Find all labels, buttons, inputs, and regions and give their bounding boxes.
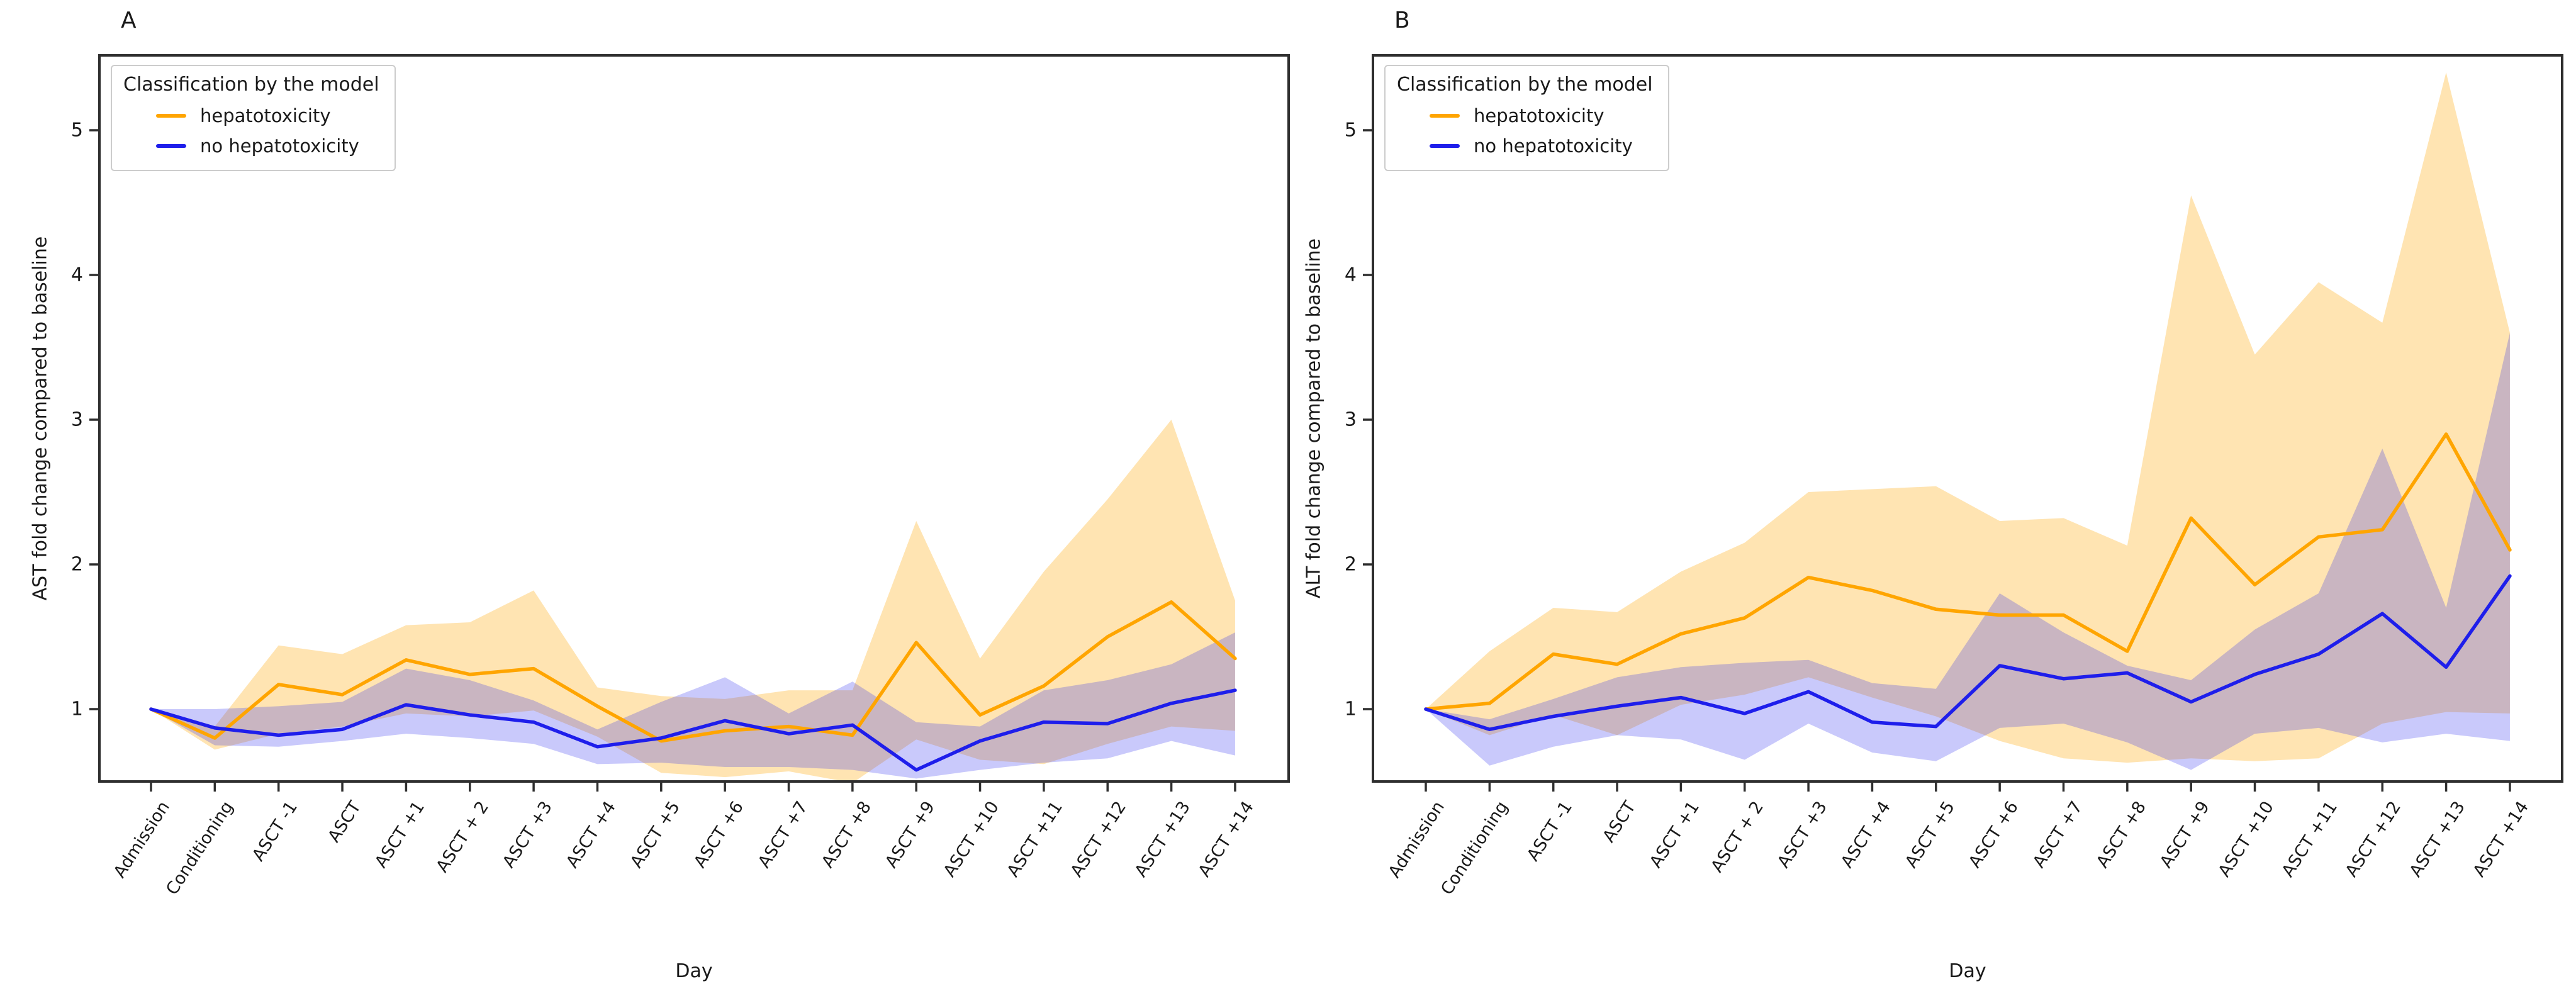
hepatotoxicity-line-swatch [156,114,186,118]
legend-item-label: hepatotoxicity [200,105,331,126]
legend-item-hepatotoxicity: hepatotoxicity [123,101,379,131]
legend-item-no-hepatotoxicity: no hepatotoxicity [1397,131,1653,161]
no-hepatotoxicity-line-swatch [156,144,186,148]
hepatotoxicity-line-swatch [1430,114,1460,118]
panel-b-series-group [1424,72,2512,770]
panel-a-hepatotoxicity-band [151,420,1235,781]
panel-b-y-tick-label: 5 [1344,119,1357,142]
panel-b-letter: B [1394,8,1410,33]
panel-b-y-tick-label: 3 [1344,408,1357,431]
legend-title: Classification by the model [1397,74,1653,96]
panel-b-no-hepatotoxicity-band [1426,333,2510,770]
legend-title: Classification by the model [123,74,379,96]
panel-a-y-tick-label: 3 [70,408,83,431]
no-hepatotoxicity-line-swatch [1430,144,1460,148]
panel-b-y-tick-label: 1 [1344,698,1357,720]
legend-item-label: no hepatotoxicity [1474,135,1633,157]
panel-a-y-tick-label: 2 [70,553,83,576]
legend-item-hepatotoxicity: hepatotoxicity [1397,101,1653,131]
panel-b-y-tick-label: 2 [1344,553,1357,576]
panel-b-y-axis-label: ALT fold change compared to baseline [1302,238,1325,599]
panel-a-x-axis-label: Day [675,960,713,982]
panel-b-no-hepatotoxicity-line [1424,574,2512,731]
panel-a-legend: Classification by the model hepatotoxici… [111,65,396,171]
panel-b-hepatotoxicity-line [1424,432,2512,711]
panel-b-axes-box [1372,54,2563,783]
panel-a-axes-box [98,54,1290,783]
panel-a-no-hepatotoxicity-line [149,688,1237,772]
panel-a-no-hepatotoxicity-band [151,632,1235,779]
panel-a-hepatotoxicity-line [149,600,1237,743]
panel-b-hepatotoxicity-band [1426,72,2510,763]
panel-a-y-tick-label: 4 [70,264,83,286]
panel-b-y-tick-label: 4 [1344,264,1357,286]
panel-a-series-group [149,420,1237,781]
panel-b-x-axis-label: Day [1949,960,1986,982]
panel-a-letter: A [121,8,137,33]
panel-a-y-tick-label: 5 [70,119,83,142]
panel-a-y-tick-label: 1 [70,698,83,720]
legend-item-label: hepatotoxicity [1474,105,1604,126]
panel-b-legend: Classification by the model hepatotoxici… [1384,65,1669,171]
legend-item-no-hepatotoxicity: no hepatotoxicity [123,131,379,161]
legend-item-label: no hepatotoxicity [200,135,359,157]
panel-a-y-axis-label: AST fold change compared to baseline [29,236,52,601]
